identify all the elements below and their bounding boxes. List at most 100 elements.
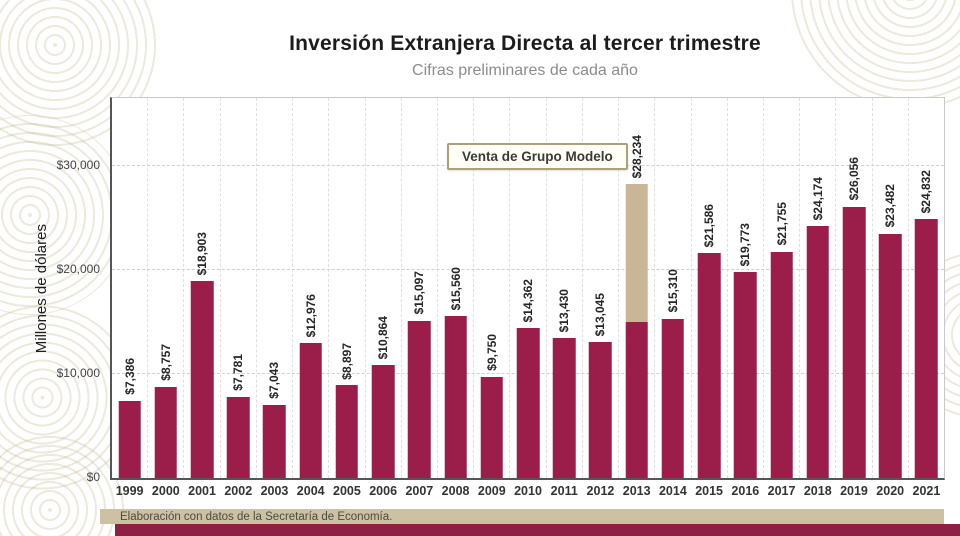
bar-slot-2008: $15,560 2008 <box>436 98 473 498</box>
x-tick-label-2007: 2007 <box>405 484 434 498</box>
bar-2016 <box>734 272 757 478</box>
bar-value-label-2014: $15,310 <box>665 269 680 313</box>
x-tick-label-2002: 2002 <box>224 484 253 498</box>
bar-value-label-2013: $28,234 <box>629 134 644 179</box>
gridline-20000 <box>112 268 944 270</box>
bar-2012 <box>589 342 612 478</box>
source-bar: Elaboración con datos de la Secretaría d… <box>100 509 944 524</box>
bar-2003 <box>263 404 286 478</box>
bar-2007 <box>408 320 431 478</box>
bar-value-label-2020: $23,482 <box>883 184 898 228</box>
bar-2002 <box>227 397 250 478</box>
bar-value-label-2009: $9,750 <box>484 333 499 371</box>
bar-value-label-2012: $13,045 <box>593 292 608 337</box>
plot-area: $7,386 1999 $8,757 2000 $18,903 2001 $7,781 200… <box>110 97 945 498</box>
bar-value-label-2018: $24,174 <box>810 176 825 221</box>
bar-slot-2020: $23,482 2020 <box>871 98 908 498</box>
x-tick-label-2020: 2020 <box>876 484 905 498</box>
bar-slot-2007: $15,097 2007 <box>400 98 437 498</box>
bar-slot-1999: $7,386 1999 <box>112 98 147 498</box>
bar-value-label-2005: $8,897 <box>339 342 354 380</box>
bar-2000 <box>154 386 178 478</box>
bar-value-label-2011: $13,430 <box>557 288 572 333</box>
x-tick-label-2009: 2009 <box>477 484 506 498</box>
bar-2009 <box>480 376 504 478</box>
bar-slot-2004: $12,976 2004 <box>292 98 328 498</box>
bar-2015 <box>697 253 721 478</box>
bar-2004 <box>299 342 322 478</box>
x-tick-label-2010: 2010 <box>514 484 542 498</box>
bar-slot-2009: $9,750 2009 <box>473 98 509 498</box>
source-text: Elaboración con datos de la Secretaría d… <box>120 510 393 523</box>
y-tick-label: $30,000 <box>56 157 100 172</box>
bar-value-label-2000: $8,757 <box>158 344 173 381</box>
bar-2020 <box>878 233 902 478</box>
bar-slot-2014: $15,310 2014 <box>654 98 690 498</box>
x-tick-label-2014: 2014 <box>658 484 687 498</box>
annotation-venta-grupo-modelo: Venta de Grupo Modelo <box>447 143 628 170</box>
bar-value-label-2004: $12,976 <box>303 293 318 337</box>
bar-slot-2013: $28,234 2013 <box>618 98 654 498</box>
bar-2008 <box>444 316 467 478</box>
bar-2005 <box>335 385 359 478</box>
bar-value-label-2016: $19,773 <box>738 222 753 267</box>
bar-slot-2019: $26,056 2019 <box>835 98 871 498</box>
bar-slot-2000: $8,757 2000 <box>147 98 183 498</box>
bar-segment-grupo-modelo <box>625 184 648 322</box>
bar-2011 <box>552 338 576 478</box>
bar-2001 <box>190 281 214 478</box>
bar-2019 <box>842 206 866 478</box>
bar-value-label-2019: $26,056 <box>846 157 861 201</box>
chart-subtitle: Cifras preliminares de cada año <box>412 62 638 79</box>
bar-slot-2006: $10,864 2006 <box>364 98 401 498</box>
bar-value-label-1999: $7,386 <box>122 358 137 396</box>
bar-segment-base-2013 <box>625 321 648 478</box>
x-tick-label-2015: 2015 <box>695 484 724 498</box>
x-tick-label-2005: 2005 <box>333 484 361 498</box>
x-tick-label-2006: 2006 <box>369 484 398 498</box>
bar-value-label-2017: $21,755 <box>774 202 789 246</box>
footer-stripe <box>115 524 960 536</box>
annotation-label: Venta de Grupo Modelo <box>462 149 613 164</box>
bar-1999 <box>118 401 141 478</box>
x-tick-label-2013: 2013 <box>622 484 651 498</box>
x-tick-label-2000: 2000 <box>151 484 180 498</box>
bar-2006 <box>371 364 395 478</box>
x-tick-label-2012: 2012 <box>586 484 615 498</box>
x-tick-label-1999: 1999 <box>115 484 144 498</box>
y-tick-label: $10,000 <box>56 365 100 380</box>
bars-row: $7,386 1999 $8,757 2000 $18,903 2001 $7,781 200… <box>112 98 944 498</box>
bar-2014 <box>661 318 685 478</box>
x-tick-label-2001: 2001 <box>188 484 216 498</box>
y-axis-ticks: $0 $10,000 $20,000 $30,000 <box>0 97 104 484</box>
x-tick-label-2019: 2019 <box>840 484 868 498</box>
bar-value-label-2003: $7,043 <box>267 361 282 399</box>
x-tick-label-2018: 2018 <box>803 484 832 498</box>
x-tick-label-2011: 2011 <box>550 484 578 498</box>
bar-slot-2003: $7,043 2003 <box>255 98 292 498</box>
bar-2010 <box>516 328 540 478</box>
bar-2018 <box>806 226 830 478</box>
bar-slot-2010: $14,362 2010 <box>509 98 545 498</box>
x-tick-label-2017: 2017 <box>767 484 796 498</box>
x-tick-label-2004: 2004 <box>296 484 325 498</box>
bar-value-label-2010: $14,362 <box>521 279 536 323</box>
bar-slot-2021: $24,832 2021 <box>907 98 944 498</box>
bar-slot-2018: $24,174 2018 <box>799 98 835 498</box>
bar-slot-2017: $21,755 2017 <box>762 98 799 498</box>
x-tick-label-2021: 2021 <box>912 484 941 498</box>
y-tick-label: $20,000 <box>56 261 100 276</box>
x-tick-label-2016: 2016 <box>731 484 760 498</box>
bar-slot-2005: $8,897 2005 <box>328 98 364 498</box>
bar-value-label-2008: $15,560 <box>448 266 463 311</box>
bar-slot-2012: $13,045 2012 <box>581 98 618 498</box>
y-tick-label: $0 <box>86 470 100 484</box>
bar-2021 <box>915 219 938 478</box>
bar-value-label-2015: $21,586 <box>702 203 717 248</box>
bar-slot-2001: $18,903 2001 <box>183 98 219 498</box>
chart-title: Inversión Extranjera Directa al tercer t… <box>289 32 761 55</box>
x-tick-label-2003: 2003 <box>260 484 289 498</box>
bar-value-label-2021: $24,832 <box>919 170 934 214</box>
bar-slot-2016: $19,773 2016 <box>726 98 763 498</box>
